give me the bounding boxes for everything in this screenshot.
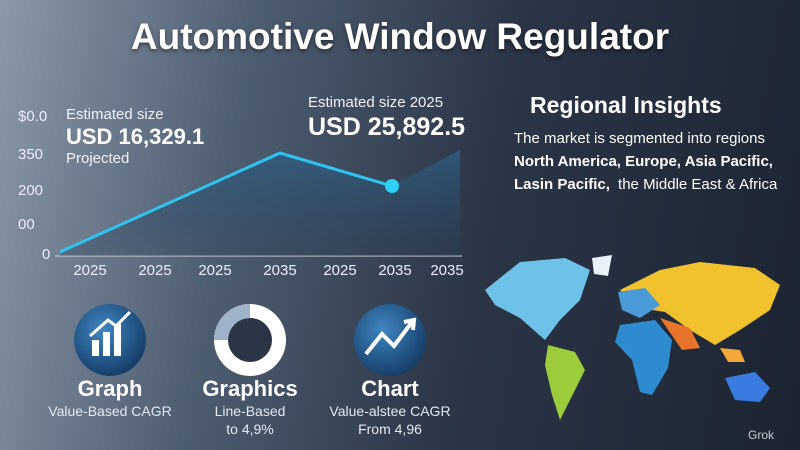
x-label: 2025 xyxy=(73,262,107,279)
callout-note: Projected xyxy=(66,150,130,167)
world-map xyxy=(485,255,780,420)
icon-caption: Graph Value-Based CAGR xyxy=(40,376,180,420)
icon-sub: Line-Based xyxy=(214,403,286,419)
icon-sub: Value-Based CAGR xyxy=(48,403,172,419)
icon-title: Graphics xyxy=(202,376,298,401)
callout-value: USD 25,892.5 xyxy=(308,113,466,141)
icon-caption: Graphics Line-Based to 4,9% xyxy=(180,376,320,438)
callout-value: USD 16,329.1 xyxy=(66,124,205,149)
donut-part xyxy=(214,304,250,340)
watermark: Grok xyxy=(748,428,775,442)
bars-glyph xyxy=(92,324,121,356)
regional-text: the Middle East & Africa xyxy=(618,176,778,193)
x-label: 2025 xyxy=(138,262,172,279)
x-label: 2035 xyxy=(378,262,412,279)
chart-arrowhead xyxy=(403,317,417,331)
marker xyxy=(385,179,399,193)
icon-sub: Value-alstee CAGR xyxy=(329,403,451,419)
y-label: 0 xyxy=(42,246,51,263)
trend-line xyxy=(59,151,393,254)
chart-glyph xyxy=(364,320,414,356)
regional-text: Lasin Pacific, xyxy=(514,176,610,193)
y-label: 200 xyxy=(18,182,44,199)
area xyxy=(60,150,460,256)
x-label: 2035 xyxy=(430,262,464,279)
regional-text: North America, Europe, Asia Pacific, xyxy=(514,153,773,170)
x-label: 2035 xyxy=(263,262,297,279)
regional-line: Lasin Pacific, the Middle East & Africa xyxy=(514,176,777,193)
icon-caption: Chart Value-alstee CAGR From 4,96 xyxy=(320,376,460,438)
callout-label: Estimated size xyxy=(66,106,164,123)
callout-label: Estimated size 2025 xyxy=(308,94,444,111)
arrow-glyph xyxy=(89,310,132,338)
y-label: 350 xyxy=(18,146,44,163)
donut-hole xyxy=(228,318,272,362)
icon-sub: From 4,96 xyxy=(358,421,422,437)
icon-sub: to 4,9% xyxy=(226,421,274,437)
icon-title: Graph xyxy=(77,376,143,401)
icon-title: Chart xyxy=(361,376,419,401)
title: Automotive Window Regulator xyxy=(130,16,670,57)
y-label: $0.0 xyxy=(18,108,48,125)
regional-text: The market is segmented into regions xyxy=(514,130,765,147)
x-label: 2025 xyxy=(198,262,232,279)
regional-heading: Regional Insights xyxy=(530,92,722,118)
x-label: 2025 xyxy=(323,262,357,279)
y-label: 00 xyxy=(18,216,35,233)
